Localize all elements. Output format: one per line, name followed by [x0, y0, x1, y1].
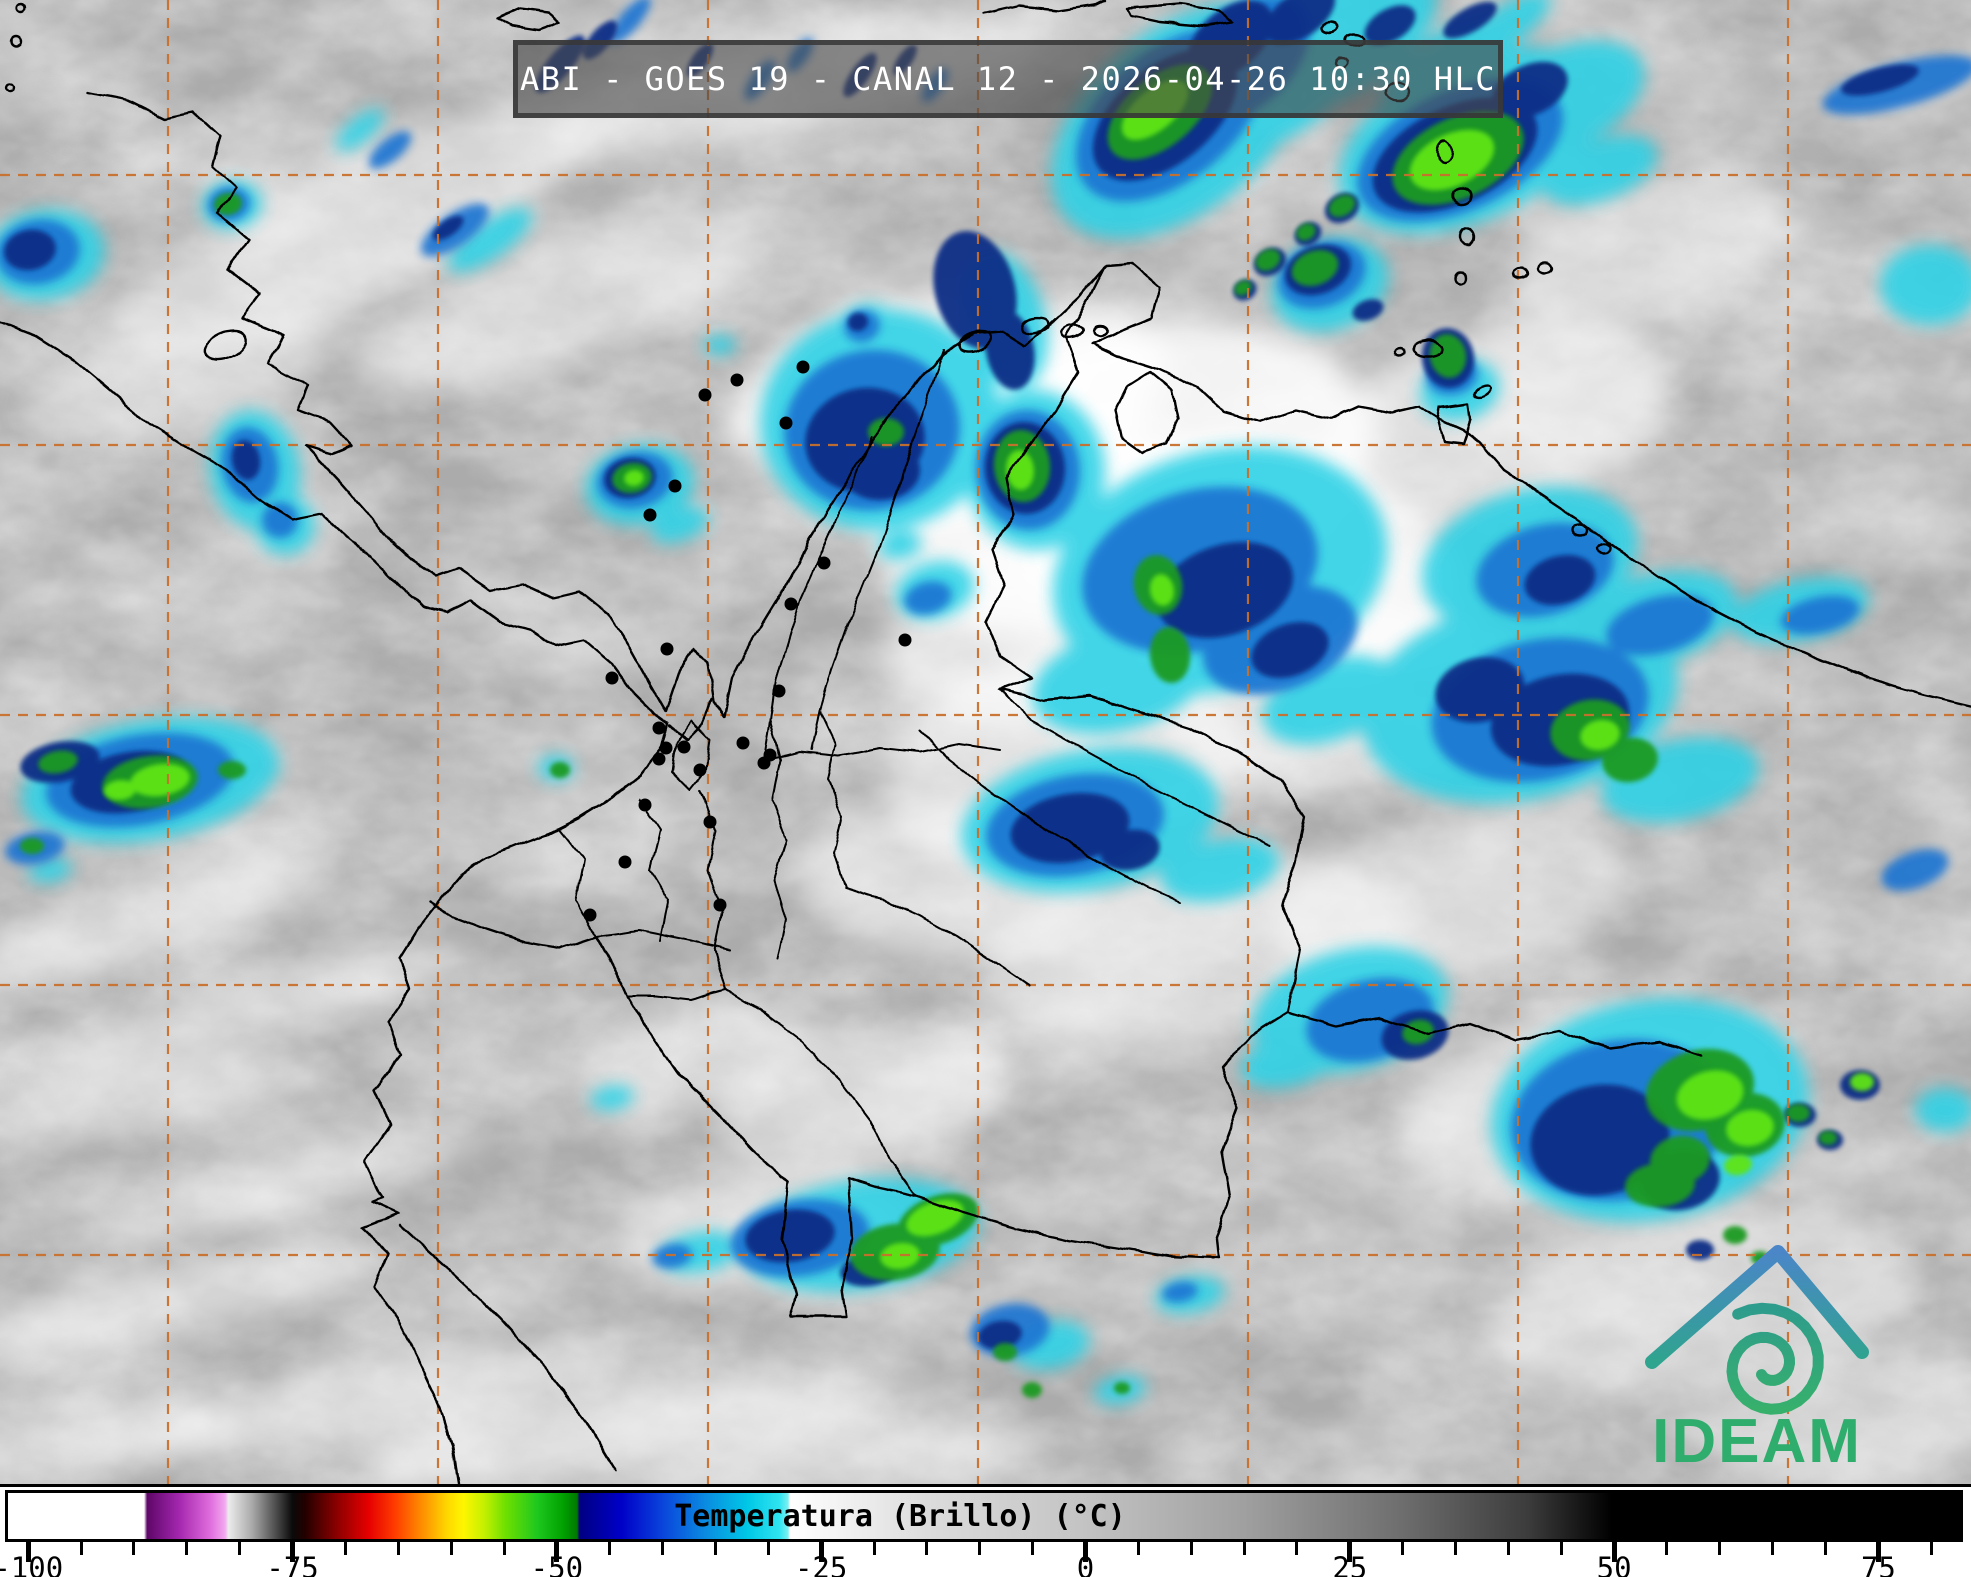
satellite-map: IDEAM — [0, 0, 1971, 1484]
colorbar-major-tick — [1347, 1542, 1353, 1562]
jamaica — [496, 6, 562, 32]
caribbean-coastline — [86, 90, 1506, 718]
lake-nicaragua — [203, 328, 247, 362]
colorbar-minor-tick — [872, 1542, 876, 1555]
colorbar-minor-tick — [1824, 1542, 1828, 1555]
isla-margarita — [1411, 339, 1445, 359]
colorbar-minor-tick — [343, 1542, 347, 1555]
graticule-layer — [0, 0, 1971, 1484]
colorbar-minor-tick — [1454, 1542, 1458, 1555]
colorbar-tick-label: -25 — [794, 1551, 848, 1577]
colorbar-title: Temperatura (Brillo) (°C) — [674, 1499, 1126, 1534]
colorbar-minor-tick — [238, 1542, 242, 1555]
colorbar-minor-tick — [978, 1542, 982, 1555]
colorbar-tick-label: 75 — [1860, 1551, 1896, 1577]
colorbar-minor-tick — [132, 1542, 136, 1555]
logo-spiral-icon — [1726, 1302, 1824, 1415]
borders-layer — [0, 0, 1971, 1484]
colorbar-tick-label: 0 — [1076, 1551, 1095, 1577]
colorbar-minor-tick — [502, 1542, 506, 1555]
storm-cells-layer — [0, 0, 1971, 1405]
border-colombia-venezuela — [984, 266, 1306, 1014]
colorbar-minor-tick — [1506, 1542, 1510, 1555]
city-dots-layer — [583, 360, 912, 922]
colorbar-minor-tick — [1295, 1542, 1299, 1555]
colorbar-minor-tick — [396, 1542, 400, 1555]
logo-text: IDEAM — [1652, 1407, 1862, 1476]
colorbar-minor-tick — [1031, 1542, 1035, 1555]
colorbar-tick-label: -75 — [266, 1551, 319, 1577]
tobago — [1472, 384, 1492, 400]
colorbar-major-tick — [1875, 1542, 1881, 1562]
pacific-coastline — [0, 320, 670, 1484]
colorbar-major-tick — [290, 1542, 296, 1562]
ideam-logo: IDEAM — [1645, 1245, 1869, 1476]
colorbar-major-tick — [1611, 1542, 1617, 1562]
colorbar-minor-tick — [1242, 1542, 1246, 1555]
colorbar-minor-tick — [1401, 1542, 1405, 1555]
colorbar-minor-tick — [79, 1542, 83, 1555]
colorbar-minor-tick — [1665, 1542, 1669, 1555]
colorbar-minor-tick — [608, 1542, 612, 1555]
colorbar-major-tick — [1082, 1542, 1088, 1562]
colorbar-minor-tick — [185, 1542, 189, 1555]
colorbar-major-tick — [818, 1542, 824, 1562]
colorbar-minor-tick — [766, 1542, 770, 1555]
title-text: ABI - GOES 19 - CANAL 12 - 2026-04-26 10… — [520, 60, 1496, 98]
satellite-map-canvas: IDEAM — [0, 0, 1971, 1484]
st-lucia — [1458, 226, 1476, 248]
trinidad — [1436, 402, 1472, 446]
department-borders — [559, 349, 1271, 1197]
colorbar-gradient — [5, 1490, 1963, 1542]
colorbar-minor-tick — [1189, 1542, 1193, 1555]
colorbar-minor-tick — [925, 1542, 929, 1555]
dominica — [1434, 138, 1454, 166]
colorbar-tick-label: -100 — [0, 1551, 64, 1577]
logo-mountain-icon — [1645, 1245, 1869, 1369]
colorbar-minor-tick — [1136, 1542, 1140, 1555]
border-ecuador-peru — [398, 1223, 617, 1472]
colorbar-tick-label: 25 — [1332, 1551, 1368, 1577]
hispaniola — [983, 0, 1106, 16]
barbados — [1536, 261, 1554, 275]
colorbar-major-tick — [554, 1542, 560, 1562]
border-colombia-brazil — [1214, 1010, 1290, 1260]
colorbar-minor-tick — [449, 1542, 453, 1555]
guyana-coastline — [1502, 468, 1971, 708]
colorbar-minor-tick — [1718, 1542, 1722, 1555]
grenada — [1511, 266, 1529, 280]
border-venezuela-brazil — [1286, 1010, 1702, 1058]
colorbar-tick-label: 50 — [1596, 1551, 1632, 1577]
border-colombia-peru — [846, 1176, 1220, 1260]
title-bar: ABI - GOES 19 - CANAL 12 - 2026-04-26 10… — [513, 40, 1503, 118]
colorbar-minor-tick — [661, 1542, 665, 1555]
colorbar-tick-label: -50 — [530, 1551, 584, 1577]
amazon-trapezium — [780, 1176, 854, 1318]
border-colombia-ecuador — [428, 900, 598, 950]
colorbar-minor-tick — [1771, 1542, 1775, 1555]
lake-maracaibo — [1114, 370, 1180, 454]
puerto-rico — [1126, 2, 1234, 28]
colorbar-major-tick — [25, 1542, 31, 1562]
martinique — [1450, 186, 1474, 206]
colorbar: Temperatura (Brillo) (°C) -100 -75 -50 -25 0… — [0, 1484, 1971, 1577]
colorbar-minor-tick — [1929, 1542, 1933, 1555]
colorbar-minor-tick — [1559, 1542, 1563, 1555]
colorbar-minor-tick — [713, 1542, 717, 1555]
